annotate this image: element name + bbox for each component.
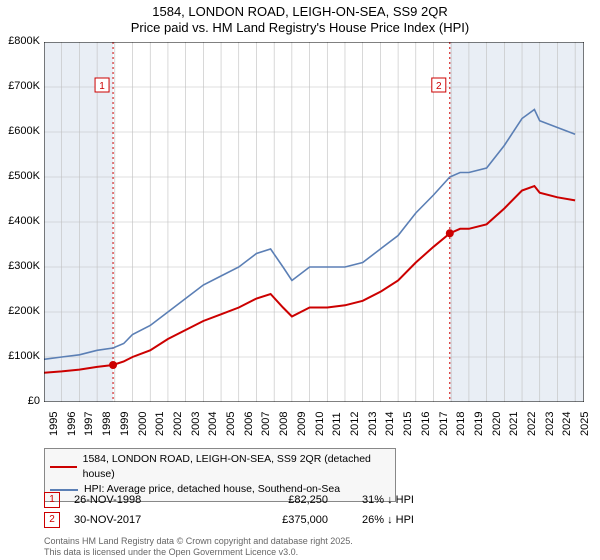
- x-tick-label: 1995: [48, 412, 60, 436]
- x-tick-label: 2011: [331, 412, 343, 436]
- sale-price: £375,000: [228, 514, 328, 526]
- x-tick-label: 2014: [384, 412, 396, 436]
- x-tick-label: 2019: [473, 412, 485, 436]
- sales-table: 1 26-NOV-1998 £82,250 31% ↓ HPI 2 30-NOV-2017…: [44, 490, 584, 530]
- y-tick-label: £0: [0, 395, 40, 407]
- y-tick-label: £300K: [0, 260, 40, 272]
- footer-attribution: Contains HM Land Registry data © Crown c…: [44, 536, 353, 558]
- x-tick-label: 2024: [561, 412, 573, 436]
- chart-plot: 12: [44, 42, 584, 402]
- legend-item: 1584, LONDON ROAD, LEIGH-ON-SEA, SS9 2QR…: [50, 452, 390, 482]
- x-tick-label: 2001: [154, 412, 166, 436]
- sale-marker: 1: [44, 492, 60, 508]
- x-tick-label: 2006: [243, 412, 255, 436]
- sale-marker: 2: [44, 512, 60, 528]
- x-tick-label: 2002: [172, 412, 184, 436]
- x-tick-label: 2012: [349, 412, 361, 436]
- x-tick-label: 2007: [260, 412, 272, 436]
- sale-delta: 31% ↓ HPI: [342, 494, 462, 506]
- marker-label-text: 1: [99, 81, 105, 92]
- title-line-1: 1584, LONDON ROAD, LEIGH-ON-SEA, SS9 2QR: [0, 4, 600, 20]
- x-tick-label: 2020: [491, 412, 503, 436]
- x-tick-label: 2016: [420, 412, 432, 436]
- x-tick-label: 2023: [544, 412, 556, 436]
- series-price_paid-dot: [109, 361, 117, 369]
- sale-row: 2 30-NOV-2017 £375,000 26% ↓ HPI: [44, 510, 584, 530]
- sale-date: 26-NOV-1998: [74, 494, 214, 506]
- marker-label-text: 2: [436, 81, 442, 92]
- y-tick-label: £500K: [0, 170, 40, 182]
- x-tick-label: 1996: [66, 412, 78, 436]
- series-price_paid-dot: [446, 229, 454, 237]
- footer-line-1: Contains HM Land Registry data © Crown c…: [44, 536, 353, 547]
- sale-date: 30-NOV-2017: [74, 514, 214, 526]
- x-tick-label: 2022: [526, 412, 538, 436]
- x-tick-label: 2010: [314, 412, 326, 436]
- x-tick-label: 2025: [579, 412, 591, 436]
- x-tick-label: 2013: [367, 412, 379, 436]
- sale-price: £82,250: [228, 494, 328, 506]
- x-tick-label: 1998: [101, 412, 113, 436]
- y-tick-label: £700K: [0, 80, 40, 92]
- footer-line-2: This data is licensed under the Open Gov…: [44, 547, 353, 558]
- x-axis-labels: 1995 1996 1997 1998 1999 2000 2001 2002 2003 2004…: [44, 404, 584, 444]
- title-line-2: Price paid vs. HM Land Registry's House …: [0, 20, 600, 36]
- x-tick-label: 2008: [278, 412, 290, 436]
- y-tick-label: £100K: [0, 350, 40, 362]
- x-tick-label: 2000: [137, 412, 149, 436]
- x-tick-label: 2009: [296, 412, 308, 436]
- x-tick-label: 2004: [207, 412, 219, 436]
- x-tick-label: 2005: [225, 412, 237, 436]
- sale-row: 1 26-NOV-1998 £82,250 31% ↓ HPI: [44, 490, 584, 510]
- x-tick-label: 2018: [455, 412, 467, 436]
- y-tick-label: £800K: [0, 35, 40, 47]
- x-tick-label: 2015: [402, 412, 414, 436]
- chart-title: 1584, LONDON ROAD, LEIGH-ON-SEA, SS9 2QR…: [0, 0, 600, 37]
- legend-label: 1584, LONDON ROAD, LEIGH-ON-SEA, SS9 2QR…: [83, 452, 390, 482]
- x-tick-label: 2017: [438, 412, 450, 436]
- sale-delta: 26% ↓ HPI: [342, 514, 462, 526]
- legend-swatch: [50, 466, 77, 468]
- x-tick-label: 2003: [190, 412, 202, 436]
- y-tick-label: £600K: [0, 125, 40, 137]
- x-tick-label: 1997: [83, 412, 95, 436]
- x-tick-label: 1999: [119, 412, 131, 436]
- y-tick-label: £200K: [0, 305, 40, 317]
- y-tick-label: £400K: [0, 215, 40, 227]
- x-tick-label: 2021: [508, 412, 520, 436]
